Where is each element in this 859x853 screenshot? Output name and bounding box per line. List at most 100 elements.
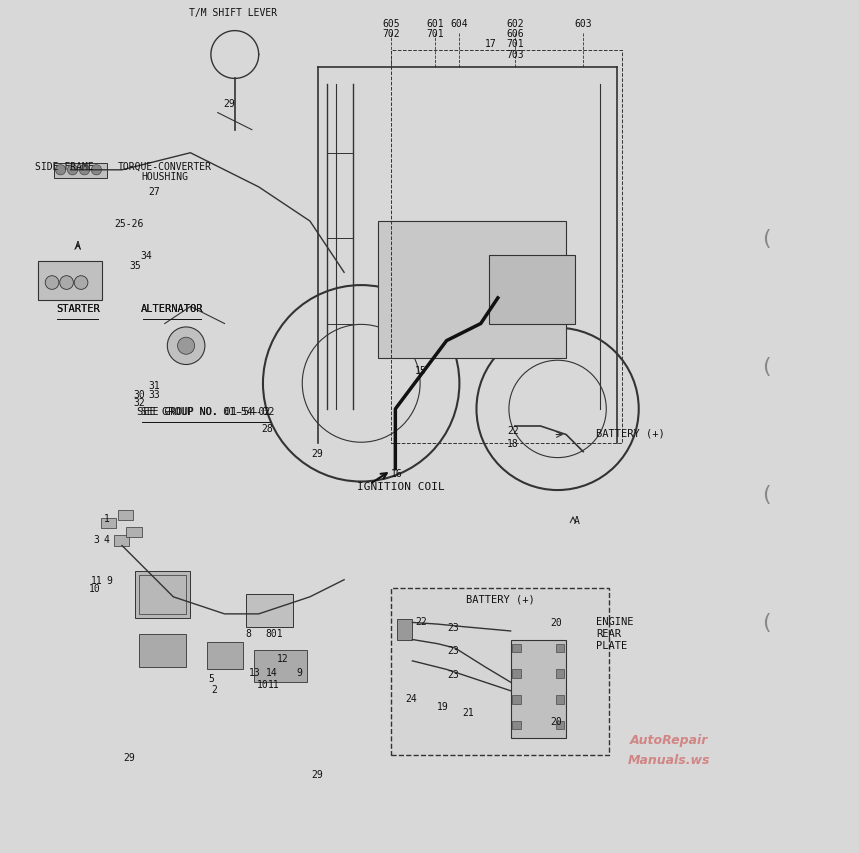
Text: 604: 604 bbox=[451, 19, 468, 29]
Text: 16: 16 bbox=[391, 468, 403, 479]
Text: 10: 10 bbox=[88, 583, 101, 594]
Text: (: ( bbox=[763, 357, 771, 377]
Circle shape bbox=[178, 338, 195, 355]
Text: 606: 606 bbox=[506, 29, 524, 39]
Text: 1: 1 bbox=[104, 514, 110, 524]
Text: 8: 8 bbox=[246, 628, 252, 638]
Bar bbox=[447, 239, 549, 290]
Text: (: ( bbox=[763, 612, 771, 633]
Text: 19: 19 bbox=[436, 701, 448, 711]
Text: 10: 10 bbox=[257, 679, 269, 689]
Bar bbox=[139, 635, 186, 667]
Circle shape bbox=[168, 328, 205, 365]
Bar bbox=[113, 536, 129, 546]
Bar bbox=[54, 164, 107, 179]
Text: 23: 23 bbox=[448, 622, 460, 632]
Text: 605: 605 bbox=[382, 19, 400, 29]
Text: 601: 601 bbox=[427, 19, 444, 29]
Bar bbox=[39, 262, 102, 300]
Bar bbox=[101, 519, 116, 529]
Text: 23: 23 bbox=[448, 669, 460, 679]
Text: 801: 801 bbox=[265, 628, 283, 638]
Text: BATTERY (+): BATTERY (+) bbox=[596, 428, 665, 438]
Text: A: A bbox=[75, 241, 81, 251]
Circle shape bbox=[74, 276, 88, 290]
Text: 22: 22 bbox=[508, 426, 519, 436]
Bar bbox=[512, 721, 521, 729]
Bar bbox=[512, 695, 521, 704]
Bar bbox=[556, 670, 564, 678]
Text: ALTERNATOR: ALTERNATOR bbox=[140, 304, 203, 314]
Bar bbox=[397, 619, 412, 640]
Text: 11: 11 bbox=[268, 679, 280, 689]
Text: STARTER: STARTER bbox=[56, 304, 100, 314]
Text: 28: 28 bbox=[261, 423, 273, 433]
Text: 21: 21 bbox=[462, 707, 474, 717]
Text: 29: 29 bbox=[311, 769, 323, 780]
Text: PLATE: PLATE bbox=[596, 640, 627, 650]
Text: STARTER: STARTER bbox=[56, 304, 100, 314]
Bar bbox=[391, 589, 609, 755]
Text: (: ( bbox=[763, 229, 771, 249]
Text: AutoRepair: AutoRepair bbox=[630, 733, 708, 746]
Bar bbox=[139, 576, 186, 614]
Text: SEE GROUP NO. 01-54-02: SEE GROUP NO. 01-54-02 bbox=[141, 406, 271, 416]
Text: SIDE FRAME: SIDE FRAME bbox=[34, 161, 94, 171]
Bar bbox=[512, 670, 521, 678]
Bar bbox=[556, 644, 564, 653]
Text: 702: 702 bbox=[382, 29, 400, 39]
Text: 3: 3 bbox=[94, 534, 100, 544]
Bar bbox=[510, 640, 566, 738]
Text: 9: 9 bbox=[107, 575, 113, 585]
Bar bbox=[490, 256, 575, 324]
Text: 13: 13 bbox=[248, 667, 260, 677]
Text: 603: 603 bbox=[575, 19, 592, 29]
Text: 602: 602 bbox=[506, 19, 524, 29]
Bar bbox=[512, 644, 521, 653]
Text: 11: 11 bbox=[90, 575, 102, 585]
Text: 20: 20 bbox=[550, 716, 562, 726]
Text: 17: 17 bbox=[485, 39, 497, 49]
Text: 4: 4 bbox=[104, 534, 110, 544]
Text: 29: 29 bbox=[311, 449, 323, 459]
Circle shape bbox=[56, 165, 65, 176]
Bar bbox=[556, 695, 564, 704]
Text: IGNITION COIL: IGNITION COIL bbox=[356, 481, 444, 491]
Bar bbox=[118, 510, 133, 520]
Text: A: A bbox=[574, 515, 579, 525]
Text: 14: 14 bbox=[265, 667, 277, 677]
Text: 25-26: 25-26 bbox=[114, 218, 143, 229]
Text: 29: 29 bbox=[123, 752, 135, 763]
Text: 2: 2 bbox=[211, 684, 217, 694]
Text: 20: 20 bbox=[550, 618, 562, 628]
Circle shape bbox=[46, 276, 59, 290]
Text: 701: 701 bbox=[506, 39, 524, 49]
Text: 701: 701 bbox=[427, 29, 444, 39]
Bar bbox=[378, 222, 566, 358]
Text: SEE GROUP NO. 01-54-02: SEE GROUP NO. 01-54-02 bbox=[137, 406, 275, 416]
Text: 24: 24 bbox=[405, 693, 417, 703]
Text: 5: 5 bbox=[209, 673, 215, 683]
Text: HOUSHING: HOUSHING bbox=[141, 171, 188, 182]
Text: 33: 33 bbox=[149, 389, 161, 399]
Circle shape bbox=[91, 165, 101, 176]
Text: ALTERNATOR: ALTERNATOR bbox=[140, 304, 203, 314]
Text: 12: 12 bbox=[277, 653, 289, 664]
Text: 32: 32 bbox=[133, 397, 145, 408]
Text: TORQUE-CONVERTER: TORQUE-CONVERTER bbox=[118, 161, 212, 171]
Circle shape bbox=[79, 165, 89, 176]
Text: 31: 31 bbox=[149, 380, 161, 391]
Bar bbox=[556, 721, 564, 729]
Text: 15: 15 bbox=[415, 366, 427, 376]
Text: 29: 29 bbox=[223, 99, 235, 109]
Text: 18: 18 bbox=[508, 438, 519, 449]
Bar bbox=[208, 642, 243, 670]
Text: 27: 27 bbox=[149, 187, 161, 197]
Bar bbox=[246, 595, 293, 627]
Text: Manuals.ws: Manuals.ws bbox=[627, 752, 710, 766]
Bar bbox=[254, 650, 308, 682]
Text: T/M SHIFT LEVER: T/M SHIFT LEVER bbox=[189, 8, 277, 18]
Bar bbox=[391, 51, 622, 444]
Circle shape bbox=[60, 276, 73, 290]
Text: 34: 34 bbox=[140, 251, 152, 261]
